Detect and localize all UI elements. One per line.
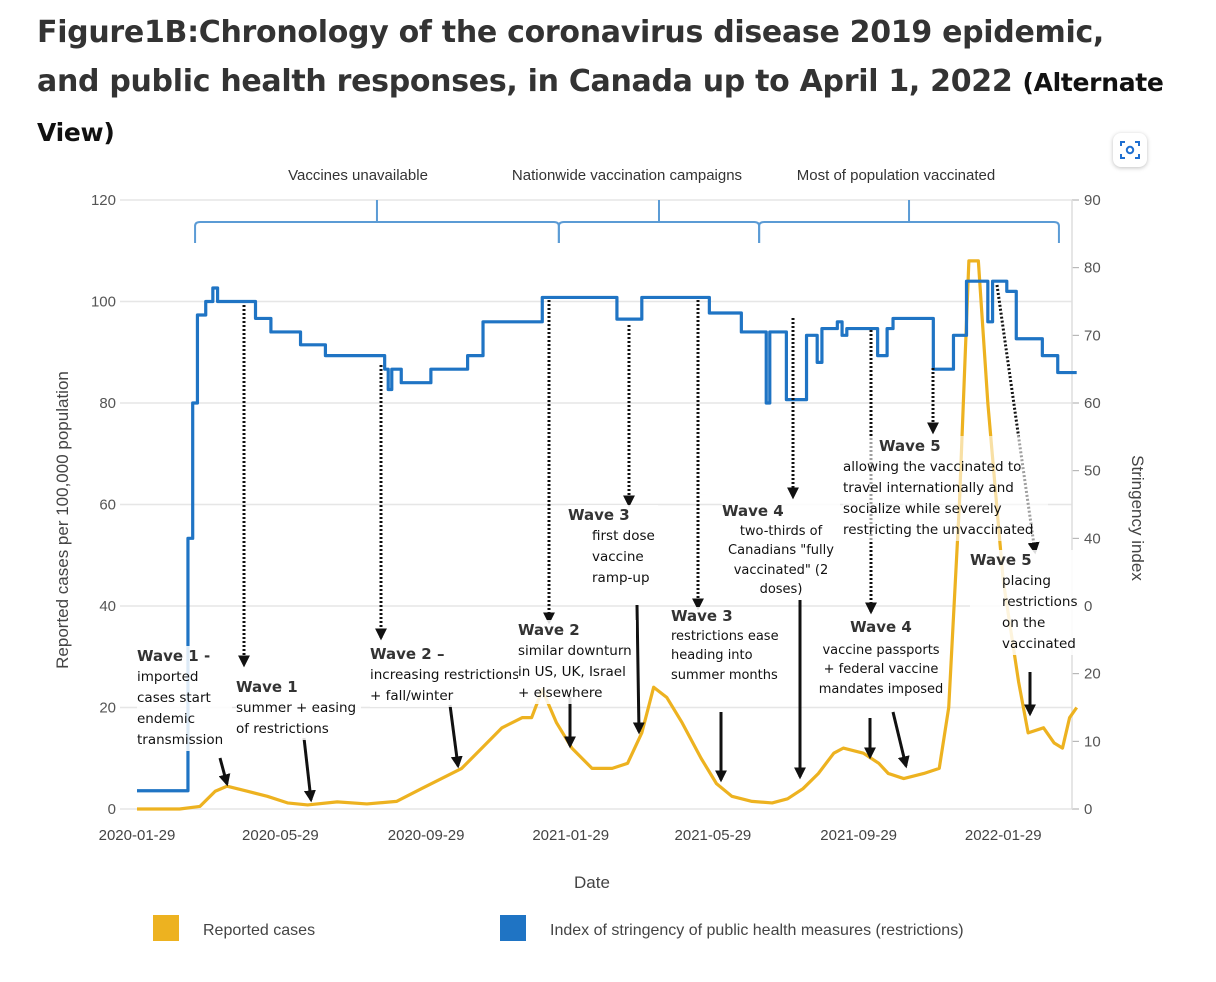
zoom-image-button[interactable] <box>1113 133 1147 167</box>
y2-axis-title: Stringency index <box>1128 455 1147 581</box>
annotation-wave4-passports: Wave 4 vaccine passports + federal vaccin… <box>815 618 947 699</box>
annotation-wave5-travel: Wave 5 allowing the vaccinated to travel … <box>843 436 1048 541</box>
period-bracket <box>758 200 1060 243</box>
legend-swatch-reported-cases <box>153 915 179 941</box>
y-tick-label: 20 <box>99 700 116 717</box>
period-label: Vaccines unavailable <box>288 167 428 184</box>
x-tick-label: 2021-05-29 <box>675 827 752 844</box>
annotation-wave1-start: Wave 1 - imported cases start endemic tra… <box>137 646 232 751</box>
series-line-reported-cases <box>137 259 1079 811</box>
y2-tick-label: 50 <box>1084 463 1101 480</box>
annotation-wave2-fall: Wave 2 – increasing restrictions + fall/w… <box>370 644 520 707</box>
y2-tick-label: 40 <box>1084 530 1101 547</box>
x-tick-label: 2020-09-29 <box>388 827 465 844</box>
annotation-wave1-summer: Wave 1 summer + easing of restrictions <box>236 677 361 740</box>
x-axis-title: Date <box>574 873 610 892</box>
legend-label-reported-cases: Reported cases <box>203 922 315 939</box>
y-tick-label: 100 <box>91 294 116 311</box>
period-bracket <box>557 200 761 243</box>
figure-title-main: Figure1B:Chronology of the coronavirus d… <box>37 15 1105 99</box>
y-tick-label: 120 <box>91 192 116 209</box>
figure-title-alternate: (Alternate View) <box>37 68 1164 147</box>
y2-tick-label: 70 <box>1084 327 1101 344</box>
period-label: Most of population vaccinated <box>797 167 995 184</box>
figure-title: Figure1B:Chronology of the coronavirus d… <box>37 8 1167 157</box>
x-tick-label: 2021-01-29 <box>532 827 609 844</box>
focus-scan-icon <box>1120 141 1140 159</box>
series-line-stringency-index <box>137 279 1077 793</box>
period-label: Nationwide vaccination campaigns <box>512 167 742 184</box>
x-tick-label: 2021-09-29 <box>820 827 897 844</box>
y2-tick-label: 80 <box>1084 260 1101 277</box>
y2-tick-label: 0 <box>1084 598 1092 615</box>
solid-arrow <box>218 757 231 787</box>
y-tick-label: 0 <box>108 801 116 818</box>
annotation-wave4-vaccinated: Wave 4 two-thirds of Canadians "fully vac… <box>722 502 840 600</box>
solid-arrow <box>632 604 645 735</box>
y-tick-label: 40 <box>99 598 116 615</box>
legend-swatch-stringency-index <box>500 915 526 941</box>
y-tick-label: 60 <box>99 497 116 514</box>
y2-tick-label: 0 <box>1084 801 1092 818</box>
annotation-wave3-vaccine: Wave 3 first dose vaccine ramp-up <box>568 505 658 589</box>
y-tick-label: 80 <box>99 395 116 412</box>
legend-label-stringency-index: Index of stringency of public health mea… <box>550 922 964 939</box>
y2-tick-label: 10 <box>1084 733 1101 750</box>
x-tick-label: 2020-05-29 <box>242 827 319 844</box>
solid-arrow <box>302 737 316 803</box>
y2-tick-label: 20 <box>1084 666 1101 683</box>
annotation-wave5-restrictions: Wave 5 placing restrictions on the vaccin… <box>970 550 1080 655</box>
solid-arrow <box>891 711 910 769</box>
solid-arrow <box>448 704 463 769</box>
y2-tick-label: 60 <box>1084 395 1101 412</box>
period-bracket <box>194 200 560 243</box>
x-tick-label: 2020-01-29 <box>99 827 176 844</box>
annotation-wave3-summer: Wave 3 restrictions ease heading into sum… <box>671 607 786 685</box>
x-tick-label: 2022-01-29 <box>965 827 1042 844</box>
annotation-wave2-downturn: Wave 2 similar downturn in US, UK, Israel… <box>518 620 636 704</box>
y2-tick-label: 90 <box>1084 192 1101 209</box>
y-axis-title: Reported cases per 100,000 population <box>53 371 72 669</box>
